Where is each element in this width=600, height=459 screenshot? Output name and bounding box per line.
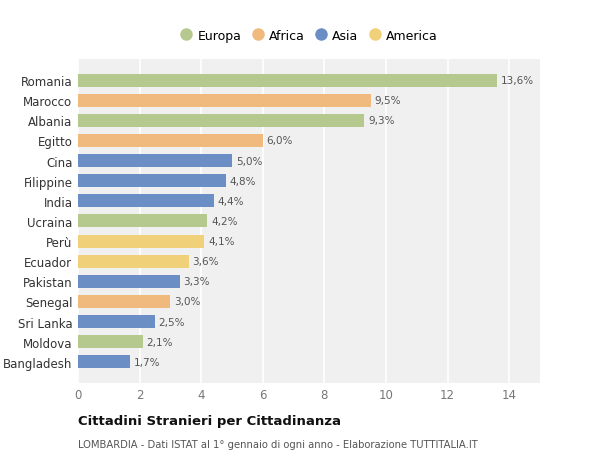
Bar bbox=[78, 215, 208, 228]
Bar bbox=[78, 275, 179, 288]
Bar bbox=[78, 195, 214, 208]
Text: 4,8%: 4,8% bbox=[230, 176, 256, 186]
Bar bbox=[78, 295, 170, 308]
Bar bbox=[78, 235, 204, 248]
Text: 4,2%: 4,2% bbox=[211, 217, 238, 226]
Bar bbox=[78, 255, 189, 268]
Bar bbox=[78, 175, 226, 188]
Text: 2,1%: 2,1% bbox=[146, 337, 173, 347]
Text: 2,5%: 2,5% bbox=[158, 317, 185, 327]
Text: 3,3%: 3,3% bbox=[184, 277, 210, 287]
Text: 3,6%: 3,6% bbox=[193, 257, 219, 267]
Bar bbox=[78, 115, 364, 128]
Text: 9,3%: 9,3% bbox=[368, 116, 395, 126]
Text: 4,1%: 4,1% bbox=[208, 236, 235, 246]
Bar bbox=[78, 155, 232, 168]
Text: 6,0%: 6,0% bbox=[266, 136, 293, 146]
Bar bbox=[78, 336, 143, 348]
Text: 4,4%: 4,4% bbox=[217, 196, 244, 207]
Bar bbox=[78, 95, 371, 107]
Legend: Europa, Africa, Asia, America: Europa, Africa, Asia, America bbox=[178, 27, 440, 45]
Text: 3,0%: 3,0% bbox=[174, 297, 200, 307]
Bar bbox=[78, 74, 497, 87]
Text: 1,7%: 1,7% bbox=[134, 357, 161, 367]
Bar bbox=[78, 315, 155, 328]
Text: 5,0%: 5,0% bbox=[236, 156, 262, 166]
Bar bbox=[78, 134, 263, 148]
Text: LOMBARDIA - Dati ISTAT al 1° gennaio di ogni anno - Elaborazione TUTTITALIA.IT: LOMBARDIA - Dati ISTAT al 1° gennaio di … bbox=[78, 440, 478, 449]
Text: Cittadini Stranieri per Cittadinanza: Cittadini Stranieri per Cittadinanza bbox=[78, 414, 341, 428]
Text: 9,5%: 9,5% bbox=[374, 96, 401, 106]
Bar bbox=[78, 356, 130, 369]
Text: 13,6%: 13,6% bbox=[500, 76, 534, 86]
